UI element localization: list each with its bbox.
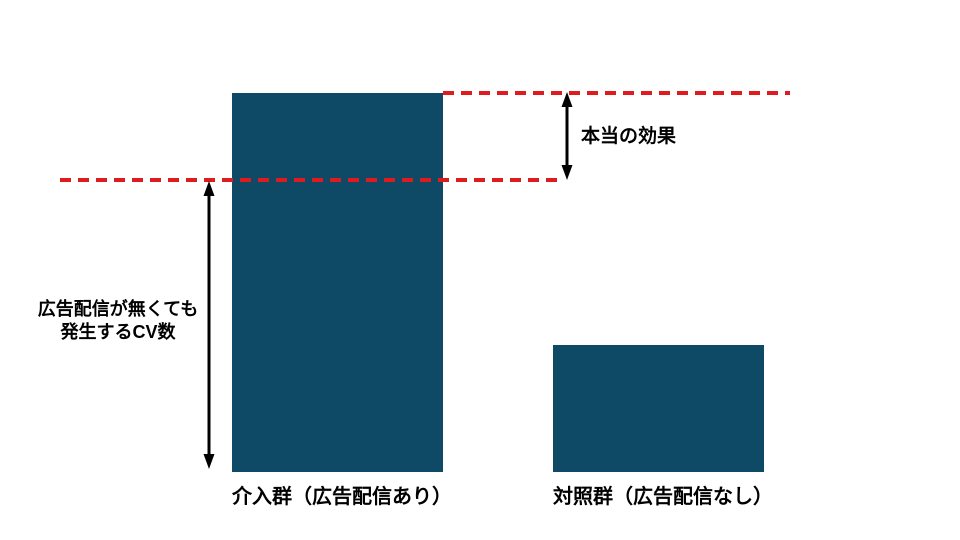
- true-effect-arrow: [561, 92, 573, 180]
- baseline-cv-label-line2: 発生するCV数: [60, 322, 176, 342]
- baseline-cv-label: 広告配信が無くても 発生するCV数: [18, 298, 218, 344]
- reference-line-intervention-top: [443, 91, 790, 95]
- bar-intervention-group: [232, 93, 443, 472]
- category-label-control: 対照群（広告配信なし）: [553, 486, 773, 508]
- baseline-cv-label-line1: 広告配信が無くても: [37, 299, 199, 319]
- true-effect-label: 本当の効果: [581, 126, 677, 147]
- category-label-intervention: 介入群（広告配信あり）: [232, 486, 452, 508]
- reference-line-counterfactual: [60, 178, 560, 182]
- bar-control-group: [553, 345, 764, 472]
